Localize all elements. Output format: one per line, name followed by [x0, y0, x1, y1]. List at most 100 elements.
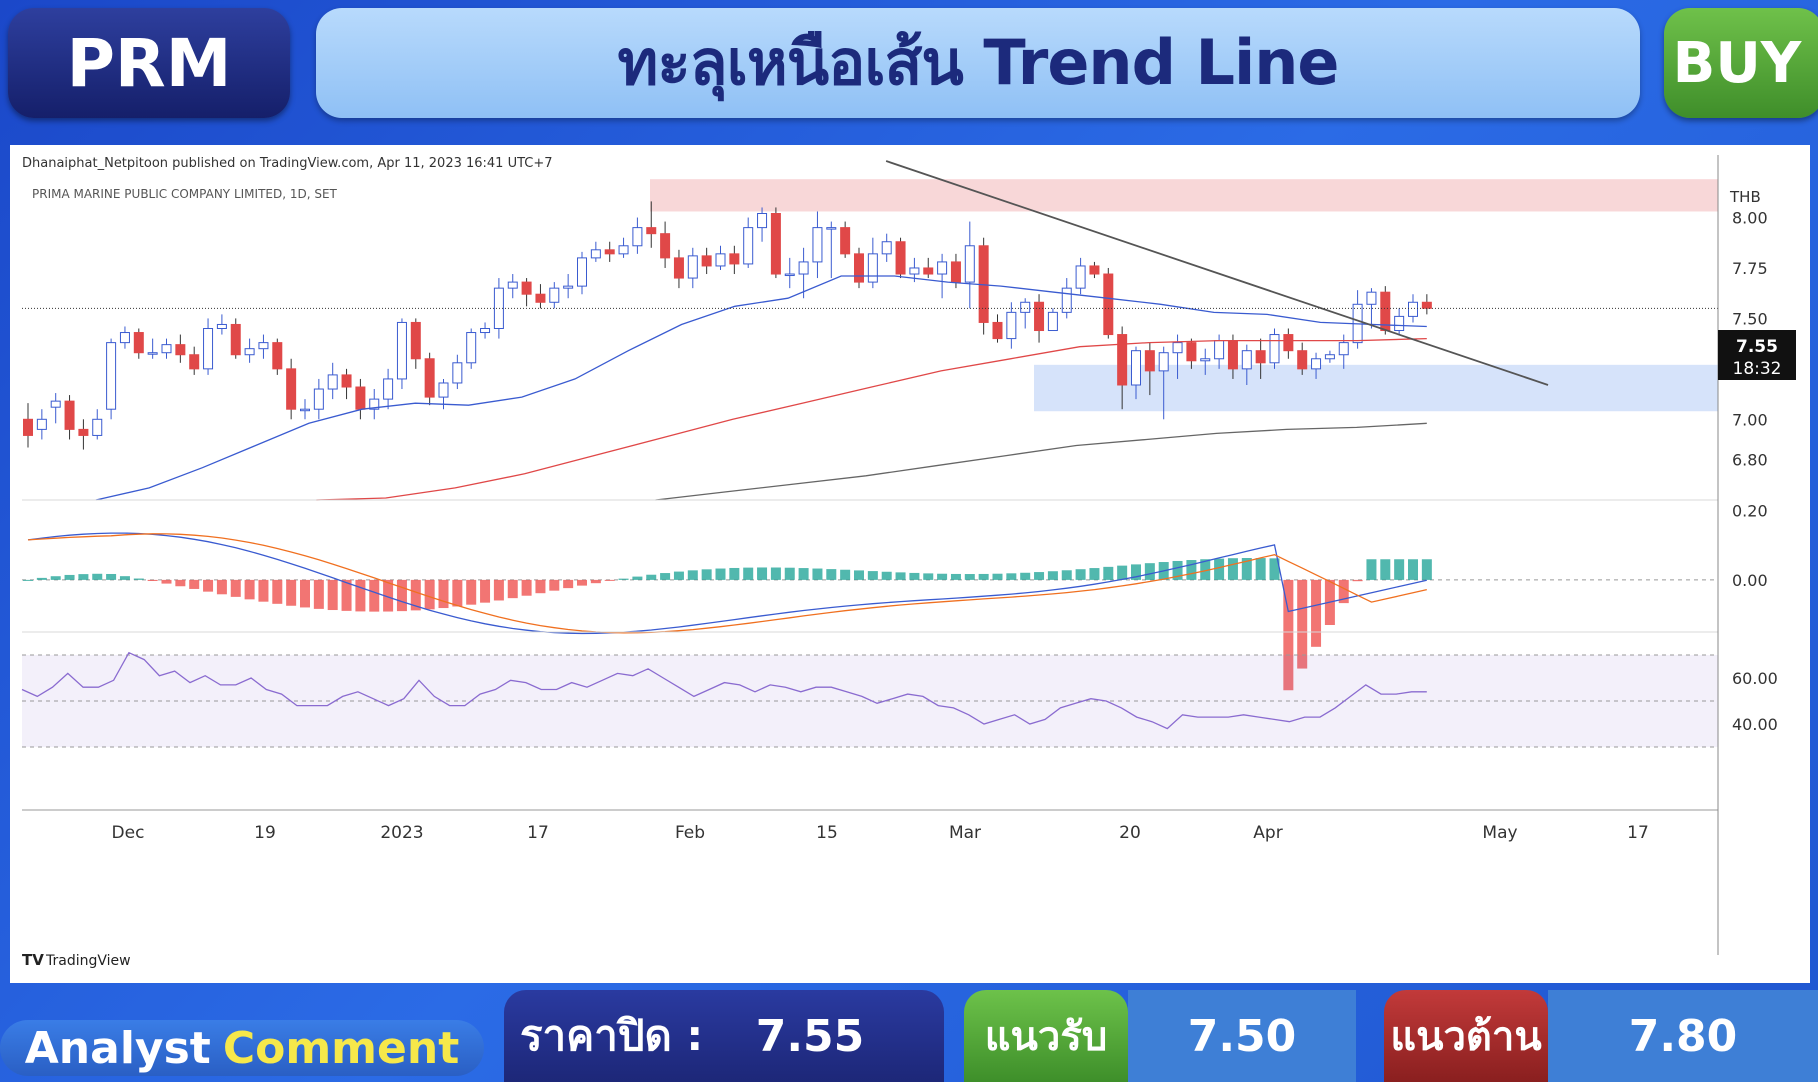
- candle-body: [964, 245, 975, 283]
- macd-histogram-bar: [64, 574, 75, 580]
- candle-body: [1075, 265, 1086, 289]
- candle-body: [992, 321, 1003, 340]
- y-tick-label: 7.00: [1732, 410, 1768, 429]
- macd-histogram-bar: [50, 576, 61, 580]
- candle-body: [1020, 301, 1031, 313]
- candle: [992, 314, 1003, 343]
- macd-histogram-bar: [715, 568, 726, 580]
- candle-body: [881, 241, 892, 255]
- candle-body: [604, 249, 615, 255]
- candle: [549, 282, 560, 309]
- macd-histogram-bar: [937, 573, 948, 580]
- resistance-zone: [650, 179, 1718, 212]
- candle-body: [466, 332, 477, 364]
- candle: [424, 352, 435, 406]
- candle: [687, 247, 698, 289]
- candle: [258, 334, 269, 359]
- macd-histogram-bar: [1075, 569, 1086, 580]
- candle: [161, 338, 172, 359]
- candle-body: [300, 408, 310, 412]
- macd-histogram-bar: [313, 579, 324, 609]
- macd-histogram-bar: [1214, 558, 1225, 580]
- candle: [978, 237, 989, 335]
- macd-histogram-bar: [618, 578, 629, 580]
- candle: [272, 338, 283, 375]
- macd-histogram-bar: [1131, 564, 1141, 580]
- macd-histogram-bar: [300, 579, 310, 608]
- candle-body: [244, 348, 255, 356]
- macd-histogram-bar: [1338, 579, 1349, 604]
- candle: [660, 221, 671, 268]
- macd-histogram-bar: [36, 577, 47, 580]
- candle: [1311, 352, 1322, 379]
- candle-body: [92, 418, 103, 436]
- candle-body: [1103, 273, 1114, 336]
- macd-histogram-bar: [909, 572, 920, 580]
- macd-histogram-bar: [646, 574, 657, 580]
- candle-body: [1421, 301, 1432, 309]
- candle-body: [1297, 350, 1308, 370]
- rsi-y-tick-label: 40.00: [1732, 715, 1778, 734]
- candle: [175, 334, 186, 363]
- price-tag-value: 7.55: [1736, 337, 1778, 357]
- candle-body: [826, 227, 837, 230]
- candle-body: [701, 255, 712, 267]
- candle-body: [1311, 358, 1322, 370]
- macd-histogram-bar: [1297, 579, 1308, 669]
- macd-histogram-bar: [881, 571, 892, 580]
- candle: [1394, 308, 1405, 335]
- chart-panel: Dhanaiphat_Netpitoon published on Tradin…: [10, 145, 1810, 983]
- candle-body: [396, 321, 407, 380]
- x-tick-label: 17: [527, 823, 549, 843]
- macd-histogram-bar: [1034, 572, 1045, 580]
- candle-body: [410, 321, 421, 360]
- macd-line: [27, 532, 1427, 635]
- candle-body: [36, 418, 47, 430]
- candle: [327, 362, 338, 400]
- candle: [895, 237, 906, 279]
- candle-body: [590, 249, 601, 259]
- candle-body: [23, 418, 33, 436]
- candle: [341, 368, 352, 400]
- candle: [355, 378, 366, 420]
- macd-histogram-bar: [1352, 579, 1363, 582]
- candle: [244, 338, 255, 363]
- price-chart[interactable]: Dhanaiphat_Netpitoon published on Tradin…: [10, 145, 1810, 983]
- candle-body: [1089, 265, 1100, 275]
- candle-body: [230, 323, 241, 356]
- macd-histogram-bar: [23, 579, 33, 581]
- macd-histogram-bar: [784, 567, 795, 580]
- candle-body: [424, 358, 435, 398]
- macd-histogram-bar: [770, 567, 781, 580]
- price-tag: [1718, 330, 1796, 380]
- macd-histogram-bar: [272, 579, 283, 604]
- candle: [1075, 257, 1086, 295]
- candle-body: [687, 255, 698, 279]
- x-tick-label: 19: [254, 823, 276, 843]
- candle-body: [840, 227, 851, 255]
- macd-histogram-bar: [1103, 566, 1114, 580]
- analyst-comment-badge: Analyst Comment: [0, 1020, 484, 1076]
- candle: [300, 399, 310, 420]
- symbol-title: PRIMA MARINE PUBLIC COMPANY LIMITED, 1D,…: [32, 187, 338, 201]
- macd-histogram-bar: [1311, 579, 1322, 647]
- candle: [757, 207, 768, 242]
- macd-histogram-bar: [327, 579, 338, 611]
- macd-histogram-bar: [161, 579, 172, 584]
- candle: [313, 378, 324, 420]
- candle: [92, 409, 103, 440]
- macd-histogram-bar: [964, 574, 975, 580]
- candle-body: [341, 374, 352, 388]
- candle: [493, 278, 504, 339]
- candle-body: [715, 253, 726, 267]
- candle: [964, 221, 975, 309]
- macd-histogram-bar: [590, 579, 601, 584]
- candle: [1103, 267, 1114, 339]
- macd-histogram-bar: [757, 567, 768, 580]
- macd-histogram-bar: [812, 568, 823, 580]
- macd-histogram-bar: [244, 579, 255, 600]
- macd-histogram-bar: [230, 579, 241, 597]
- candle: [1020, 298, 1031, 329]
- y-tick-label: 7.50: [1732, 309, 1768, 328]
- candle-body: [923, 267, 934, 275]
